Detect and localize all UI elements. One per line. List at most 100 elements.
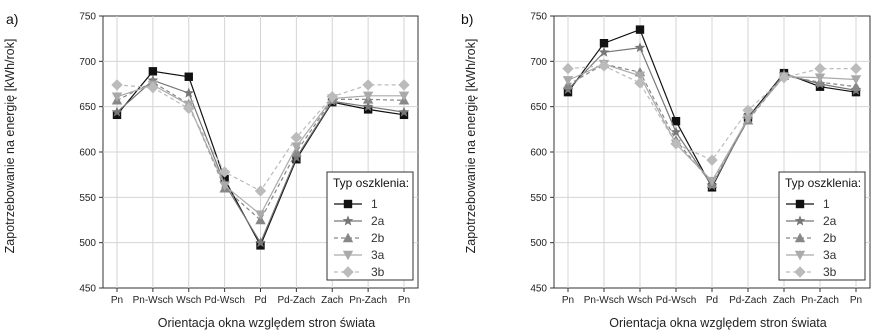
data-point-3a-3 xyxy=(219,181,230,191)
legend-marker-3a xyxy=(794,250,806,261)
legend-marker-3b xyxy=(794,266,806,278)
data-point-1-1 xyxy=(148,67,158,76)
data-point-3b-5 xyxy=(290,131,303,144)
data-point-3a-7 xyxy=(362,91,374,101)
x-tick-label: Pd-Wsch xyxy=(656,295,697,306)
legend-label-2b: 2b xyxy=(371,231,385,245)
y-tick-label: 700 xyxy=(530,57,547,68)
data-point-3a-7 xyxy=(814,73,826,83)
series-line-2b xyxy=(116,81,405,221)
data-point-3b-6 xyxy=(326,90,338,103)
legend-label-2a: 2a xyxy=(371,214,385,228)
y-axis-title: Zapotrzebowanie na energię [kWh/rok] xyxy=(3,39,17,254)
x-tick-label: Wsch xyxy=(176,295,201,306)
data-point-3b-5 xyxy=(742,104,754,116)
x-tick-label: Zach xyxy=(773,295,795,306)
legend-marker-3a xyxy=(342,250,354,261)
x-tick-label: Pn-Zach xyxy=(349,295,387,306)
legend-box xyxy=(326,171,414,281)
data-point-1-7 xyxy=(363,105,373,114)
legend-label-2a: 2a xyxy=(823,214,837,228)
legend-label-2b: 2b xyxy=(823,231,837,245)
legend-label-3b: 3b xyxy=(371,265,385,279)
data-point-3a-4 xyxy=(706,176,718,187)
data-point-1-7 xyxy=(815,82,825,91)
data-point-3a-8 xyxy=(398,91,410,101)
data-point-3b-1 xyxy=(598,60,610,72)
data-point-2a-7 xyxy=(362,101,374,112)
panel-label: a) xyxy=(6,11,18,27)
y-tick-label: 750 xyxy=(530,12,547,23)
legend-marker-2b xyxy=(794,232,806,243)
data-point-3b-0 xyxy=(111,79,123,91)
legend-label-1: 1 xyxy=(823,197,830,211)
x-tick-label: Pn-Wsch xyxy=(133,295,174,306)
legend-marker-1 xyxy=(795,199,805,209)
x-tick-label: Zach xyxy=(321,295,343,306)
data-point-3a-0 xyxy=(562,76,574,86)
y-tick-label: 500 xyxy=(79,238,96,249)
legend-label-3a: 3a xyxy=(371,248,385,262)
y-tick-label: 450 xyxy=(530,284,547,295)
data-point-3b-8 xyxy=(398,79,410,91)
data-point-3a-8 xyxy=(850,75,862,85)
data-point-2a-8 xyxy=(398,106,410,117)
data-point-3b-8 xyxy=(850,62,862,75)
legend-title: Typ oszklenia: xyxy=(333,176,409,190)
data-point-3b-1 xyxy=(147,81,159,94)
y-tick-label: 500 xyxy=(530,238,547,249)
legend-marker-1 xyxy=(343,199,353,209)
data-point-1-1 xyxy=(599,39,609,48)
y-tick-label: 650 xyxy=(530,102,547,113)
data-point-1-0 xyxy=(112,110,122,120)
series-line-3b xyxy=(567,65,856,161)
y-tick-label: 650 xyxy=(79,102,96,113)
data-point-1-2 xyxy=(184,72,193,81)
x-tick-label: Pd-Zach xyxy=(277,295,315,306)
series-3b xyxy=(111,79,410,197)
x-axis-title: Orientacja okna względem stron świata xyxy=(609,316,827,330)
data-point-3b-4 xyxy=(254,185,267,197)
legend-marker-2a xyxy=(794,215,806,226)
data-point-3a-2 xyxy=(634,71,646,82)
data-point-3a-5 xyxy=(291,142,302,152)
data-point-1-3 xyxy=(671,116,681,126)
chart-panel-b: 450 500 550 600 650 700 750 Pn Pn-Wsch Wsch Pd-Wsc… xyxy=(461,11,871,330)
legend-label-3b: 3b xyxy=(823,265,837,279)
data-point-2a-2 xyxy=(634,42,646,53)
data-point-3b-2 xyxy=(183,102,195,115)
data-point-2a-1 xyxy=(598,46,610,57)
data-point-2a-4 xyxy=(255,237,266,248)
data-point-1-4 xyxy=(256,241,265,250)
data-point-3b-0 xyxy=(562,62,574,75)
chart-panel-a: 450 500 550 600 650 700 750 Pn Pn-Wsch Wsch Pd-Wsc… xyxy=(3,11,419,330)
data-point-3b-7 xyxy=(814,62,826,75)
data-point-3b-3 xyxy=(670,138,682,150)
data-point-3b-3 xyxy=(218,166,231,178)
x-tick-label: Pn xyxy=(398,295,410,306)
data-point-3b-2 xyxy=(634,77,646,89)
series-3b xyxy=(562,60,862,166)
x-tick-label: Pn xyxy=(562,295,574,306)
y-tick-label: 550 xyxy=(79,193,96,204)
data-point-3a-5 xyxy=(742,114,754,124)
data-point-3b-4 xyxy=(706,154,718,166)
x-tick-label: Pd-Wsch xyxy=(204,295,245,306)
x-tick-label: Wsch xyxy=(628,295,653,306)
data-point-2a-3 xyxy=(670,126,682,137)
y-tick-label: 600 xyxy=(79,148,96,159)
x-tick-label: Pn-Wsch xyxy=(584,295,625,306)
y-tick-label: 450 xyxy=(79,284,96,295)
x-tick-label: Pd xyxy=(254,295,266,306)
data-point-1-8 xyxy=(399,110,409,120)
y-tick-label: 700 xyxy=(79,57,96,68)
legend-label-1: 1 xyxy=(371,197,378,211)
x-tick-label: Pn xyxy=(111,295,123,306)
legend: Typ oszklenia: 1 2a 2b 3a 3b xyxy=(778,171,866,281)
panel-label: b) xyxy=(461,11,473,27)
x-axis-title: Orientacja okna względem stron świata xyxy=(158,316,376,330)
data-point-3b-7 xyxy=(362,79,374,91)
legend-marker-2a xyxy=(342,215,354,226)
data-point-3a-0 xyxy=(111,92,123,102)
